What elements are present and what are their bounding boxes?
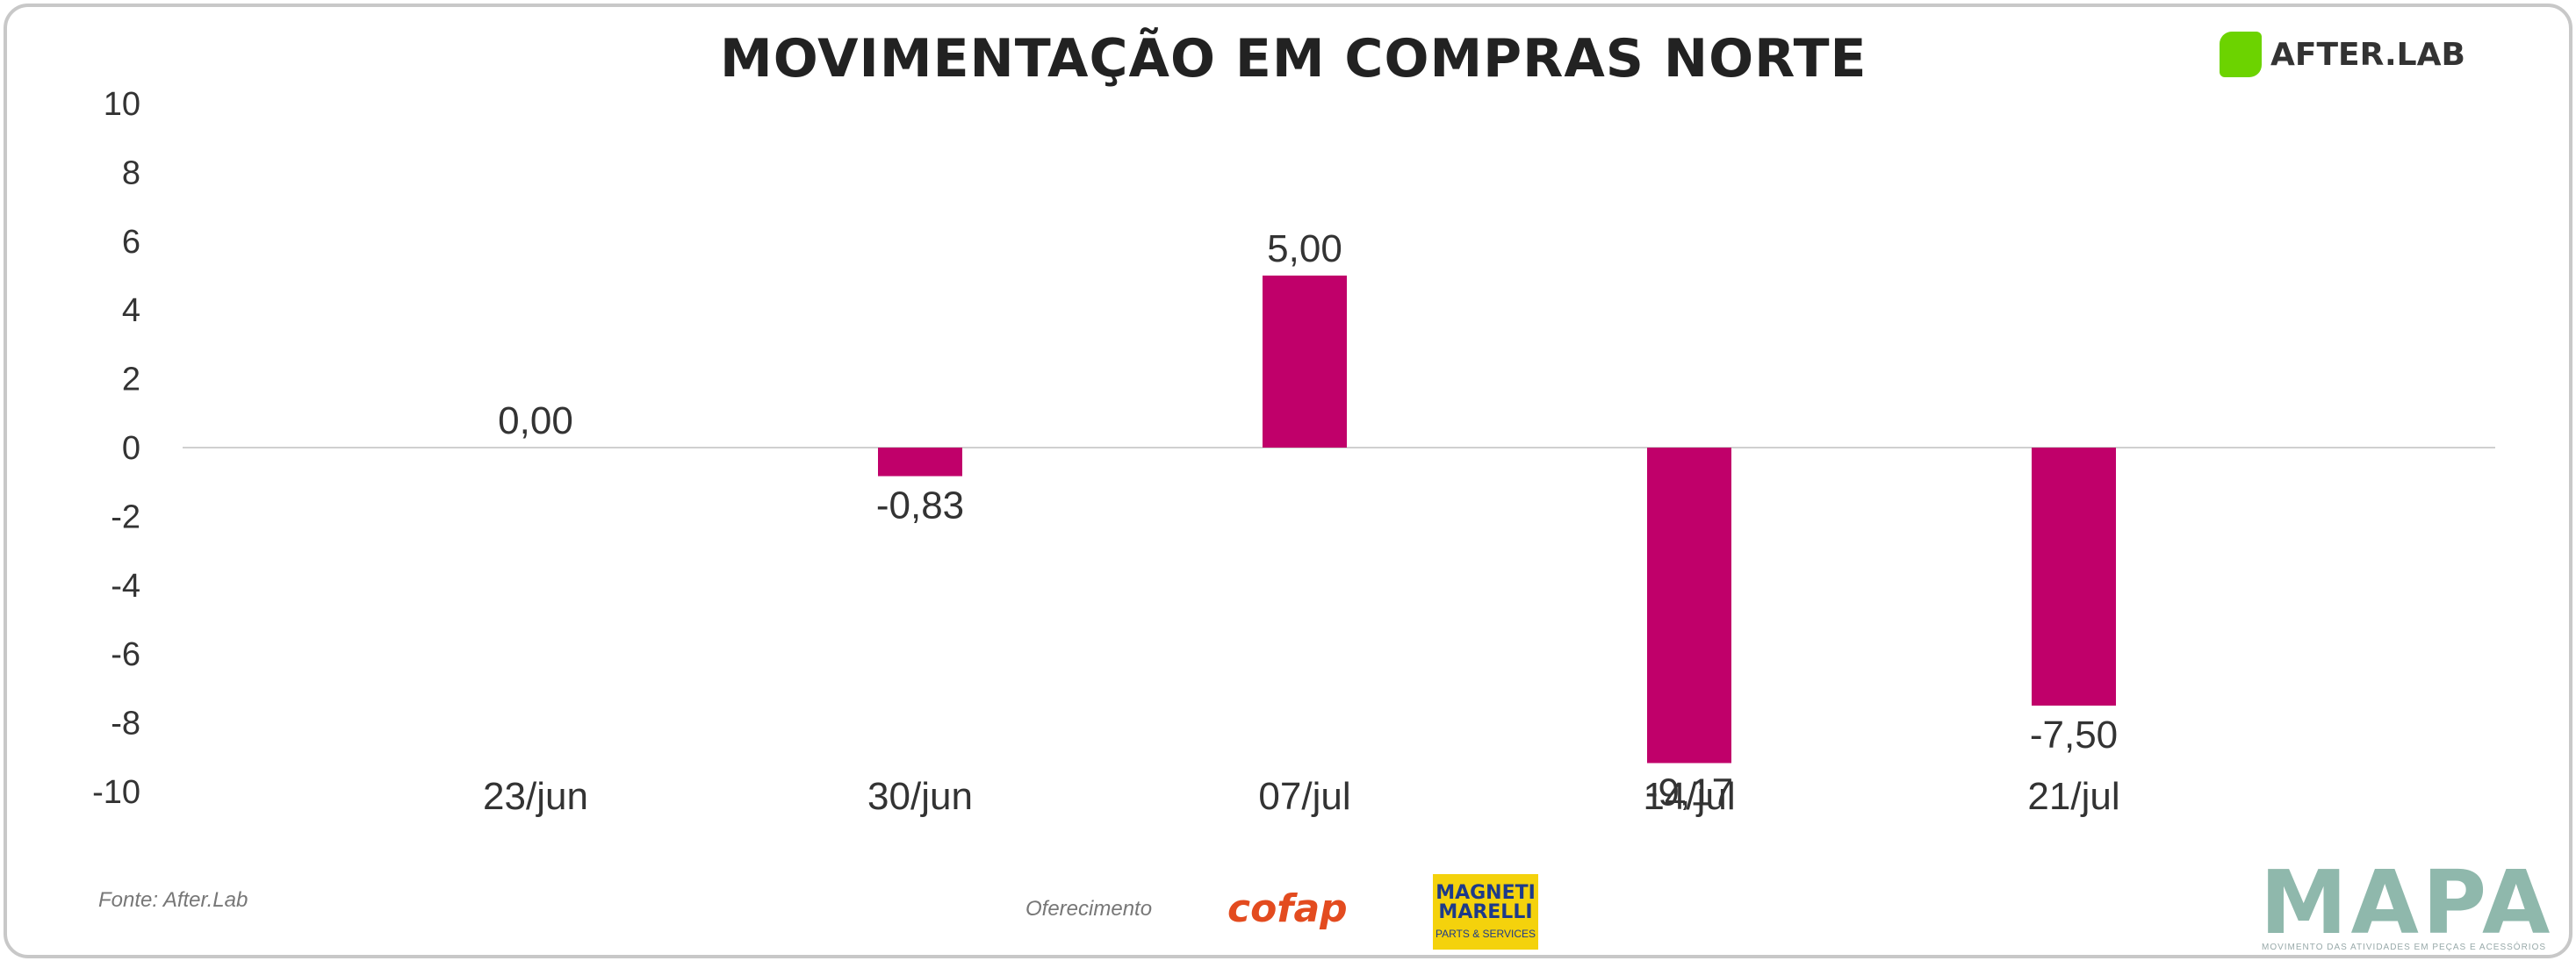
source-note: Fonte: After.Lab: [98, 888, 248, 912]
bar: [2032, 448, 2116, 706]
afterlab-logo-text: AFTER.LAB: [2270, 36, 2465, 73]
chart-title: MOVIMENTAÇÃO EM COMPRAS NORTE: [720, 28, 1867, 90]
chart-frame: [4, 4, 2572, 958]
data-label: 5,00: [1267, 227, 1342, 270]
y-tick-label: -4: [111, 568, 140, 605]
sponsor-label: Oferecimento: [1025, 897, 1153, 921]
magneti-sub: PARTS & SERVICES: [1435, 928, 1536, 940]
y-tick-label: 2: [122, 362, 140, 398]
bar: [1647, 448, 1731, 764]
bar: [1263, 276, 1347, 448]
y-tick-label: -10: [92, 774, 140, 811]
data-label: -7,50: [2030, 714, 2118, 757]
data-label: -0,83: [876, 484, 964, 527]
x-tick-label: 30/jun: [867, 775, 973, 818]
data-label: 0,00: [498, 399, 573, 442]
plot-area: 0,00 23/jun -0,83 30/jun 5,00 07/jul -9,1714/j…: [183, 227, 2495, 818]
y-axis: 10 8 6 4 2 0 -2 -4 -6 -8 -10: [92, 86, 140, 811]
y-tick-label: 6: [122, 224, 140, 261]
y-tick-label: 0: [122, 430, 140, 467]
y-tick-label: -6: [111, 636, 140, 673]
bar: [878, 448, 962, 477]
magneti-line2: MARELLI: [1438, 901, 1533, 923]
data-label: -9,17: [1645, 771, 1733, 814]
cofap-logo: cofap: [1227, 886, 1348, 931]
afterlab-logo: AFTER.LAB: [2220, 32, 2465, 77]
x-tick-label: 21/jul: [2027, 775, 2119, 818]
y-tick-label: 10: [104, 86, 140, 123]
y-tick-label: -2: [111, 498, 140, 535]
magneti-marelli-logo-text: MAGNETI MARELLI: [1436, 884, 1536, 922]
x-tick-label: 07/jul: [1258, 775, 1350, 818]
mapa-tagline: MOVIMENTO DAS ATIVIDADES EM PEÇAS E ACES…: [2262, 943, 2547, 952]
magneti-line1: MAGNETI: [1436, 882, 1536, 904]
y-tick-label: 4: [122, 292, 140, 329]
mapa-logo: MAPA: [2260, 851, 2554, 954]
y-tick-label: -8: [111, 706, 140, 742]
magneti-marelli-logo: MAGNETI MARELLI PARTS & SERVICES: [1433, 874, 1538, 950]
x-tick-label: 14/jul: [1643, 775, 1735, 818]
y-tick-label: 8: [122, 154, 140, 191]
afterlab-logo-mark: [2220, 32, 2262, 77]
x-tick-label: 23/jun: [483, 775, 588, 818]
